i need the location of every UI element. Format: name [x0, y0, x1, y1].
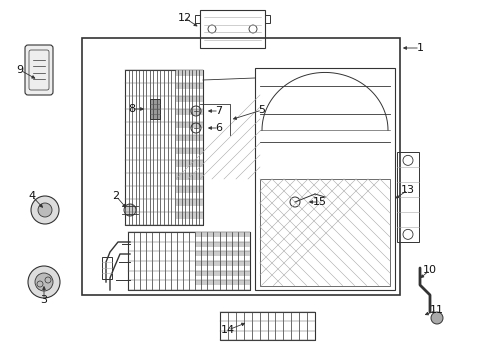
Text: 5: 5: [259, 105, 266, 115]
Text: 2: 2: [112, 191, 120, 201]
Circle shape: [38, 203, 52, 217]
Bar: [125, 70, 203, 225]
Bar: [265, 15, 270, 23]
Text: 7: 7: [216, 106, 222, 116]
Text: 6: 6: [216, 123, 222, 133]
FancyBboxPatch shape: [25, 45, 53, 95]
Text: 13: 13: [401, 185, 415, 195]
Circle shape: [28, 266, 60, 298]
Text: 4: 4: [28, 191, 36, 201]
Circle shape: [35, 273, 53, 291]
Bar: [220, 312, 315, 340]
Circle shape: [431, 312, 443, 324]
Text: 15: 15: [313, 197, 327, 207]
Text: 1: 1: [416, 43, 423, 53]
Circle shape: [31, 196, 59, 224]
Text: 12: 12: [178, 13, 192, 23]
Text: 9: 9: [17, 65, 24, 75]
Bar: [255, 68, 395, 290]
Bar: [102, 257, 112, 279]
Text: 8: 8: [128, 104, 136, 114]
Bar: [260, 179, 390, 285]
Bar: [150, 99, 160, 119]
Text: 14: 14: [221, 325, 235, 335]
Circle shape: [124, 204, 136, 216]
Bar: [128, 232, 250, 290]
Text: 11: 11: [430, 305, 444, 315]
Text: 10: 10: [423, 265, 437, 275]
Text: 3: 3: [41, 295, 48, 305]
Bar: [82, 38, 400, 295]
Bar: [195, 15, 200, 23]
Bar: [200, 10, 265, 48]
Bar: [397, 152, 419, 242]
